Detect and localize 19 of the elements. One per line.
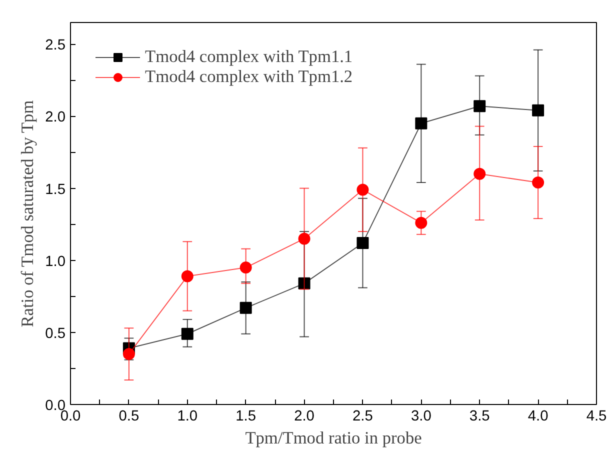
y-tick-label: 0.5	[45, 326, 66, 342]
x-tick-label: 1.5	[236, 408, 256, 424]
x-tick-label: 4.0	[528, 408, 548, 424]
x-tick-label: 0.0	[60, 408, 81, 424]
x-tick-label: 2.5	[352, 408, 373, 424]
x-tick-label: 0.5	[118, 408, 140, 424]
y-tick-label: 1.0	[45, 254, 66, 270]
x-tick-label: 2.0	[294, 408, 314, 424]
y-axis-title: Ratio of Tmod saturated by Tpm	[18, 100, 38, 328]
legend-label: Tmod4 complex with Tpm1.1	[145, 47, 353, 67]
x-tick-label: 4.5	[586, 408, 607, 424]
y-tick-label: 2.5	[45, 38, 66, 54]
y-tick-label: 1.5	[45, 182, 66, 198]
legend-label: Tmod4 complex with Tpm1.2	[145, 67, 353, 87]
x-tick-label: 3.5	[469, 408, 490, 424]
x-tick-label: 1.0	[177, 408, 198, 424]
x-axis-title: Tpm/Tmod ratio in probe	[245, 428, 422, 448]
x-tick-label: 3.0	[410, 408, 432, 424]
y-tick-label: 2.0	[45, 110, 66, 126]
